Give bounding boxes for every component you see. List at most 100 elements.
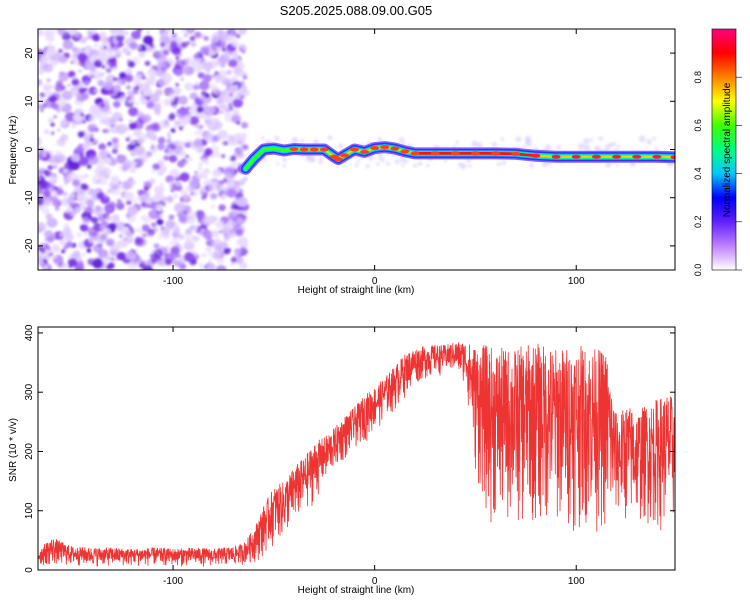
noise-speck [38,152,43,158]
noise-speck [202,230,213,240]
noise-speck [234,99,244,108]
noise-speck [152,103,162,112]
y-tick-label: 10 [24,95,35,107]
noise-speck [190,41,197,47]
noise-speck [142,114,152,123]
halo-speck [313,139,319,145]
ridge-peak [571,154,581,159]
halo-speck [365,164,370,169]
noise-speck [55,207,59,211]
ridge-core-segment [262,147,275,151]
noise-speck [148,93,160,104]
noise-speck [173,259,182,267]
ridge-peak [380,145,390,150]
noise-speck [220,110,224,114]
noise-speck [110,175,120,184]
x-tick-label: -100 [163,276,183,287]
spectrogram-x-label: Height of straight line (km) [298,285,415,296]
noise-speck [116,79,124,87]
snr-x-ticks: -100 0 100 [163,327,585,587]
y-tick-label: 200 [24,443,35,460]
noise-speck [175,253,181,258]
noise-speck [133,199,138,204]
halo-speck [318,159,323,165]
noise-speck [156,143,166,151]
noise-speck [199,266,204,270]
noise-speck [49,158,55,164]
noise-speck [220,30,225,35]
noise-speck [53,255,57,259]
noise-speck [101,256,109,264]
halo-speck [584,144,591,151]
noise-speck [222,228,231,237]
noise-speck [125,96,131,101]
noise-speck [243,72,247,76]
noise-speck [78,59,86,67]
noise-speck [84,47,89,51]
halo-speck [615,164,619,168]
noise-speck [230,262,235,266]
noise-speck [92,244,103,253]
noise-speck [39,92,46,98]
noise-speck [219,241,228,249]
noise-speck [147,68,157,77]
noise-speck [227,180,235,188]
noise-speck [112,111,123,122]
noise-speck [204,93,210,99]
ridge-core-segment [244,158,255,170]
noise-speck [168,180,173,185]
noise-speck [138,51,146,58]
halo-speck [605,161,612,168]
noise-speck [167,135,172,139]
halo-speck [398,137,405,143]
noise-speck [72,179,81,187]
noise-speck [183,65,195,76]
noise-speck [40,55,50,64]
noise-speck [185,239,192,245]
ridge-peak [450,151,460,156]
noise-speck [141,224,150,232]
noise-speck [61,90,73,101]
noise-speck [192,62,204,73]
noise-speck [215,186,222,192]
halo-speck [522,144,526,148]
halo-speck [608,142,614,148]
noise-speck [174,68,184,77]
noise-speck [214,237,221,244]
snr-panel: -100 0 100 0 100 200 300 400 Height of straigh… [8,324,676,596]
noise-speck [100,51,108,58]
noise-speck [103,46,107,50]
noise-speck [226,70,232,75]
noise-speck [148,153,152,157]
noise-speck [50,122,55,127]
halo-speck [496,162,502,167]
noise-speck [115,34,125,42]
noise-speck [142,233,147,238]
noise-speck [179,77,185,82]
halo-speck [556,144,561,150]
noise-speck [43,128,51,135]
noise-speck [173,227,181,234]
noise-speck [43,199,51,206]
noise-speck [131,161,137,167]
ridge-core [244,145,675,170]
noise-region [38,29,250,270]
noise-speck [46,236,54,243]
noise-speck [151,143,155,147]
noise-speck [216,257,225,265]
halo-speck [327,135,333,141]
noise-speck [157,136,166,144]
noise-speck [95,179,101,184]
noise-speck [187,29,193,32]
halo-speck [291,136,299,144]
noise-speck [157,79,165,86]
noise-speck [43,189,51,197]
noise-speck [87,123,98,133]
snr-frame [37,326,676,571]
noise-speck [109,213,120,223]
noise-speck [78,87,86,94]
noise-speck [135,228,141,233]
halo-speck [318,156,323,161]
halo-speck [338,143,344,149]
